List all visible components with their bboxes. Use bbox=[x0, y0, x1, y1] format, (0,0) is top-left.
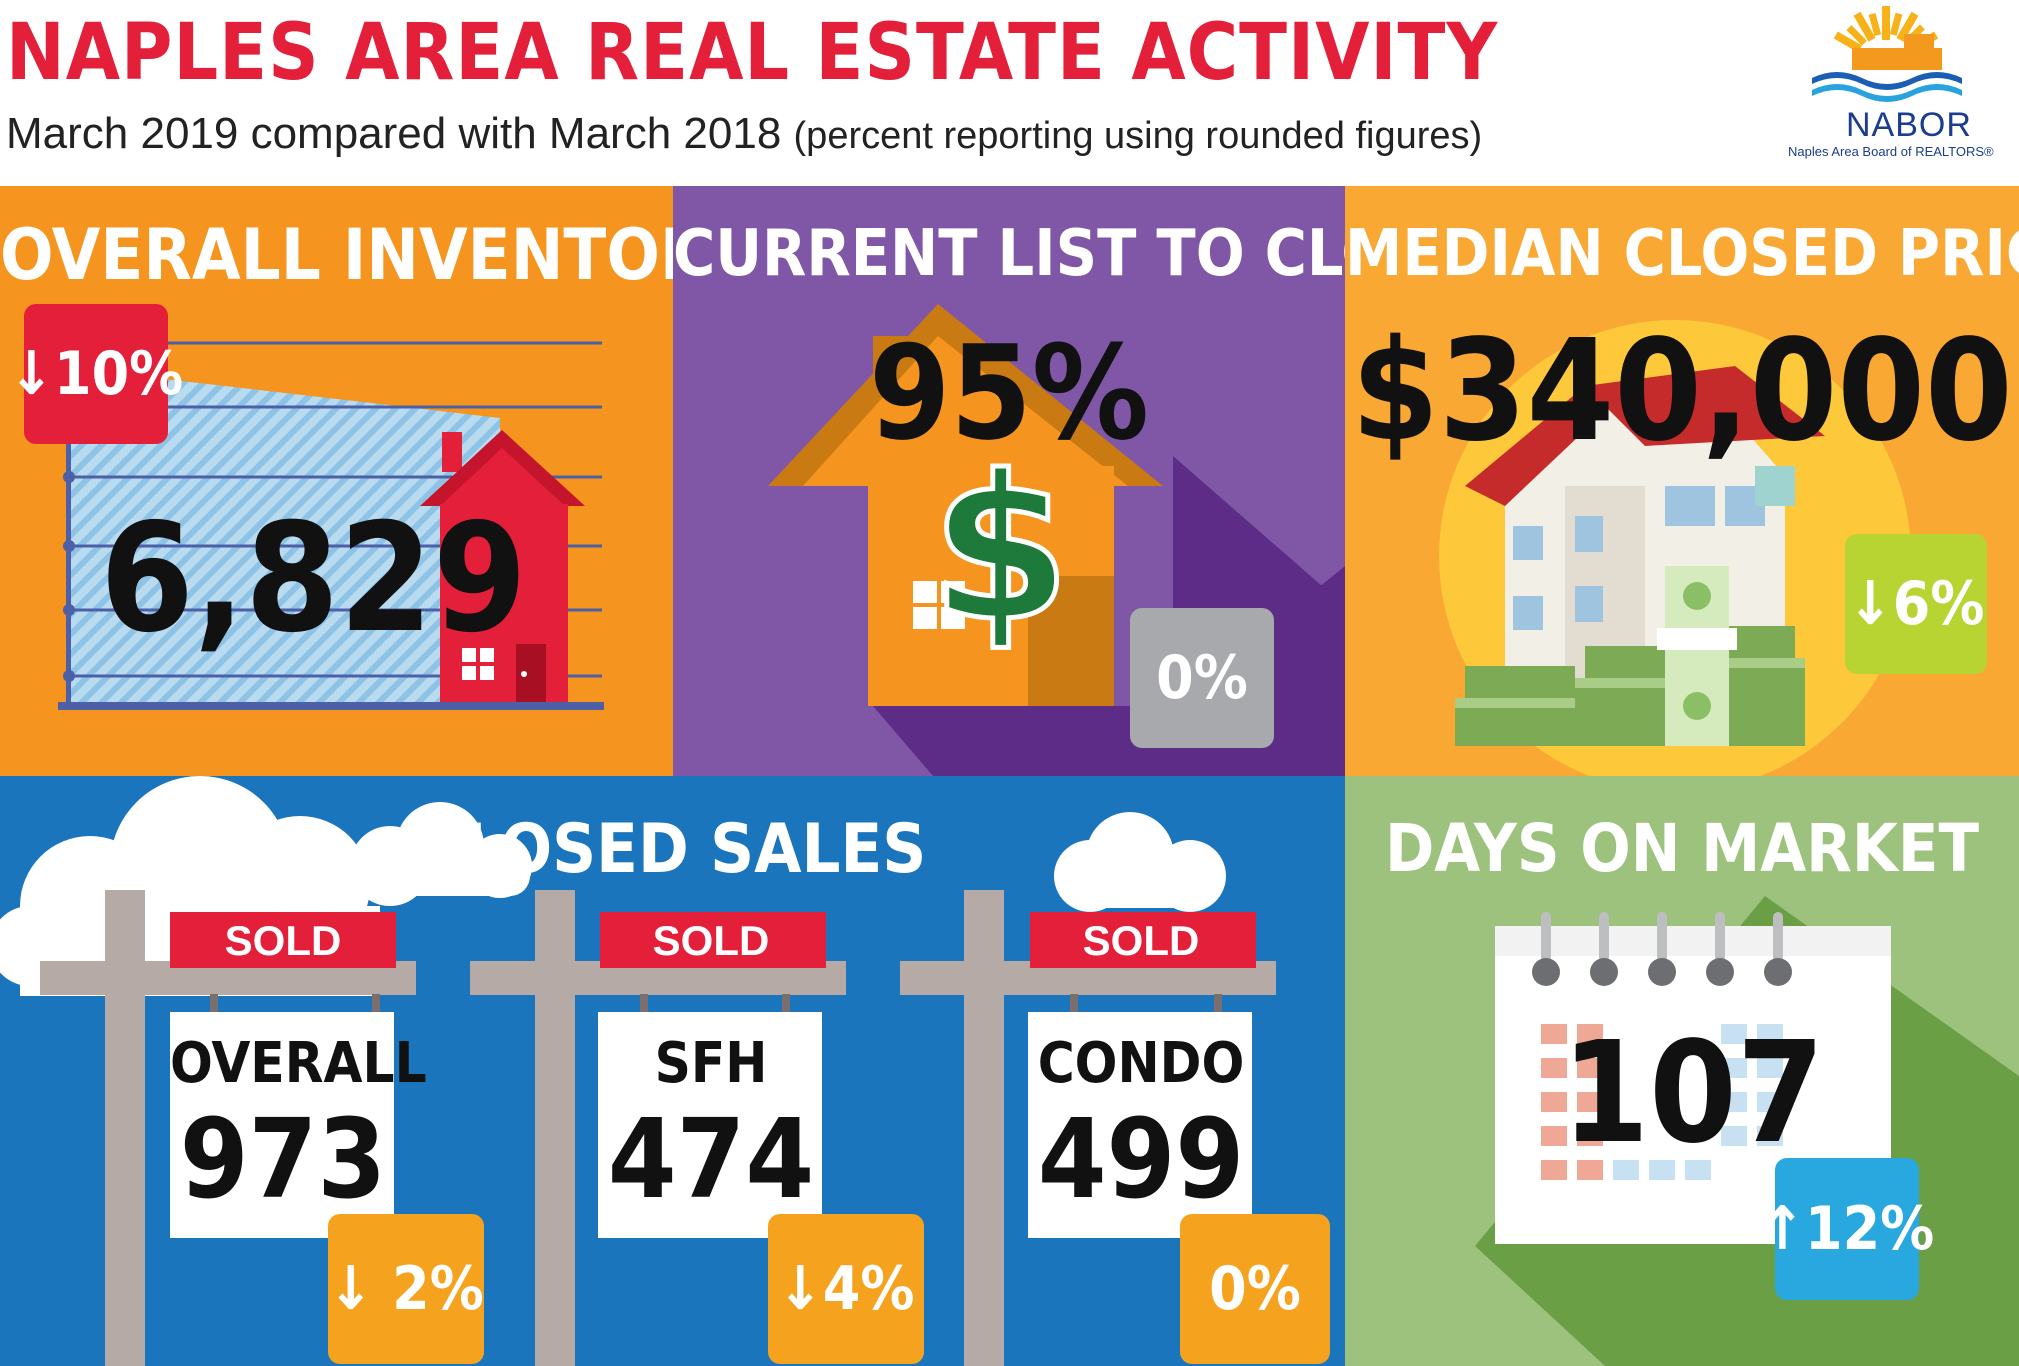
closed-sales-title: CLOSED SALES bbox=[418, 810, 927, 889]
logo-name: NABOR bbox=[1846, 106, 1972, 144]
days-on-market-title: DAYS ON MARKET bbox=[1384, 810, 1980, 887]
sign-value-overall: 973 bbox=[179, 1095, 387, 1223]
sold-sign-sfh: SOLD SFH 474 bbox=[598, 912, 824, 1238]
list-to-closed-change-badge: 0% bbox=[1130, 608, 1274, 748]
subtitle-main: March 2019 compared with March 2018 bbox=[6, 109, 782, 158]
median-price-value: $340,000 bbox=[1351, 310, 2013, 473]
page-title: NAPLES AREA REAL ESTATE ACTIVITY bbox=[6, 8, 1499, 98]
inventory-change-badge: ↓10% bbox=[9, 304, 183, 444]
sfh-sales-change-badge: ↓4% bbox=[768, 1214, 924, 1364]
median-price-change-badge: ↓6% bbox=[1845, 534, 1987, 674]
logo-tagline: Naples Area Board of REALTORS® bbox=[1788, 144, 1994, 159]
sign-value-sfh: 474 bbox=[607, 1095, 815, 1223]
sold-sign-overall: SOLD OVERALL 973 bbox=[170, 912, 427, 1238]
subtitle-note: (percent reporting using rounded figures… bbox=[793, 115, 1483, 157]
sign-value-condo: 499 bbox=[1037, 1095, 1245, 1223]
inventory-title: OVERALL INVENTORY bbox=[0, 214, 673, 296]
inventory-panel: OVERALL INVENTORY bbox=[0, 186, 673, 776]
page-subtitle: March 2019 compared with March 2018 (per… bbox=[6, 112, 1482, 156]
house-money-icon bbox=[1439, 320, 1911, 776]
sign-label-sfh: SFH bbox=[654, 1031, 768, 1096]
sold-label: SOLD bbox=[1082, 917, 1200, 964]
overall-sales-change-badge: ↓ 2% bbox=[328, 1214, 484, 1364]
median-price-title: MEDIAN CLOSED PRICE bbox=[1345, 217, 2019, 291]
days-on-market-value: 107 bbox=[1561, 1012, 1825, 1175]
closed-sales-panel: CLOSED SALES SOLD OVERALL 973 SOLD SFH 4… bbox=[0, 776, 1345, 1366]
inventory-value: 6,829 bbox=[100, 492, 527, 666]
nabor-logo-icon bbox=[1812, 6, 1962, 102]
sold-label: SOLD bbox=[652, 917, 770, 964]
sign-label-overall: OVERALL bbox=[170, 1031, 427, 1096]
list-to-closed-title: CURRENT LIST TO CLOSED bbox=[673, 217, 1345, 291]
list-to-closed-panel: CURRENT LIST TO CLOSED 95% $ 0% bbox=[673, 186, 1345, 776]
dollar-sign-icon: $ bbox=[928, 433, 1072, 666]
sold-label: SOLD bbox=[224, 917, 342, 964]
median-price-panel: MEDIAN CLOSED PRICE $340,000 ↓6% bbox=[1345, 186, 2019, 776]
condo-sales-change-badge: 0% bbox=[1180, 1214, 1330, 1364]
days-on-market-change-badge: ↑12% bbox=[1760, 1158, 1934, 1300]
sign-label-condo: CONDO bbox=[1037, 1031, 1245, 1096]
clouds-icon bbox=[0, 776, 1276, 1366]
days-on-market-panel: DAYS ON MARKET 107 ↑12% bbox=[1345, 776, 2019, 1366]
sold-sign-condo: SOLD CONDO 499 bbox=[1028, 912, 1254, 1238]
inventory-chart-icon bbox=[58, 341, 604, 710]
list-to-closed-value: 95% bbox=[869, 317, 1149, 469]
